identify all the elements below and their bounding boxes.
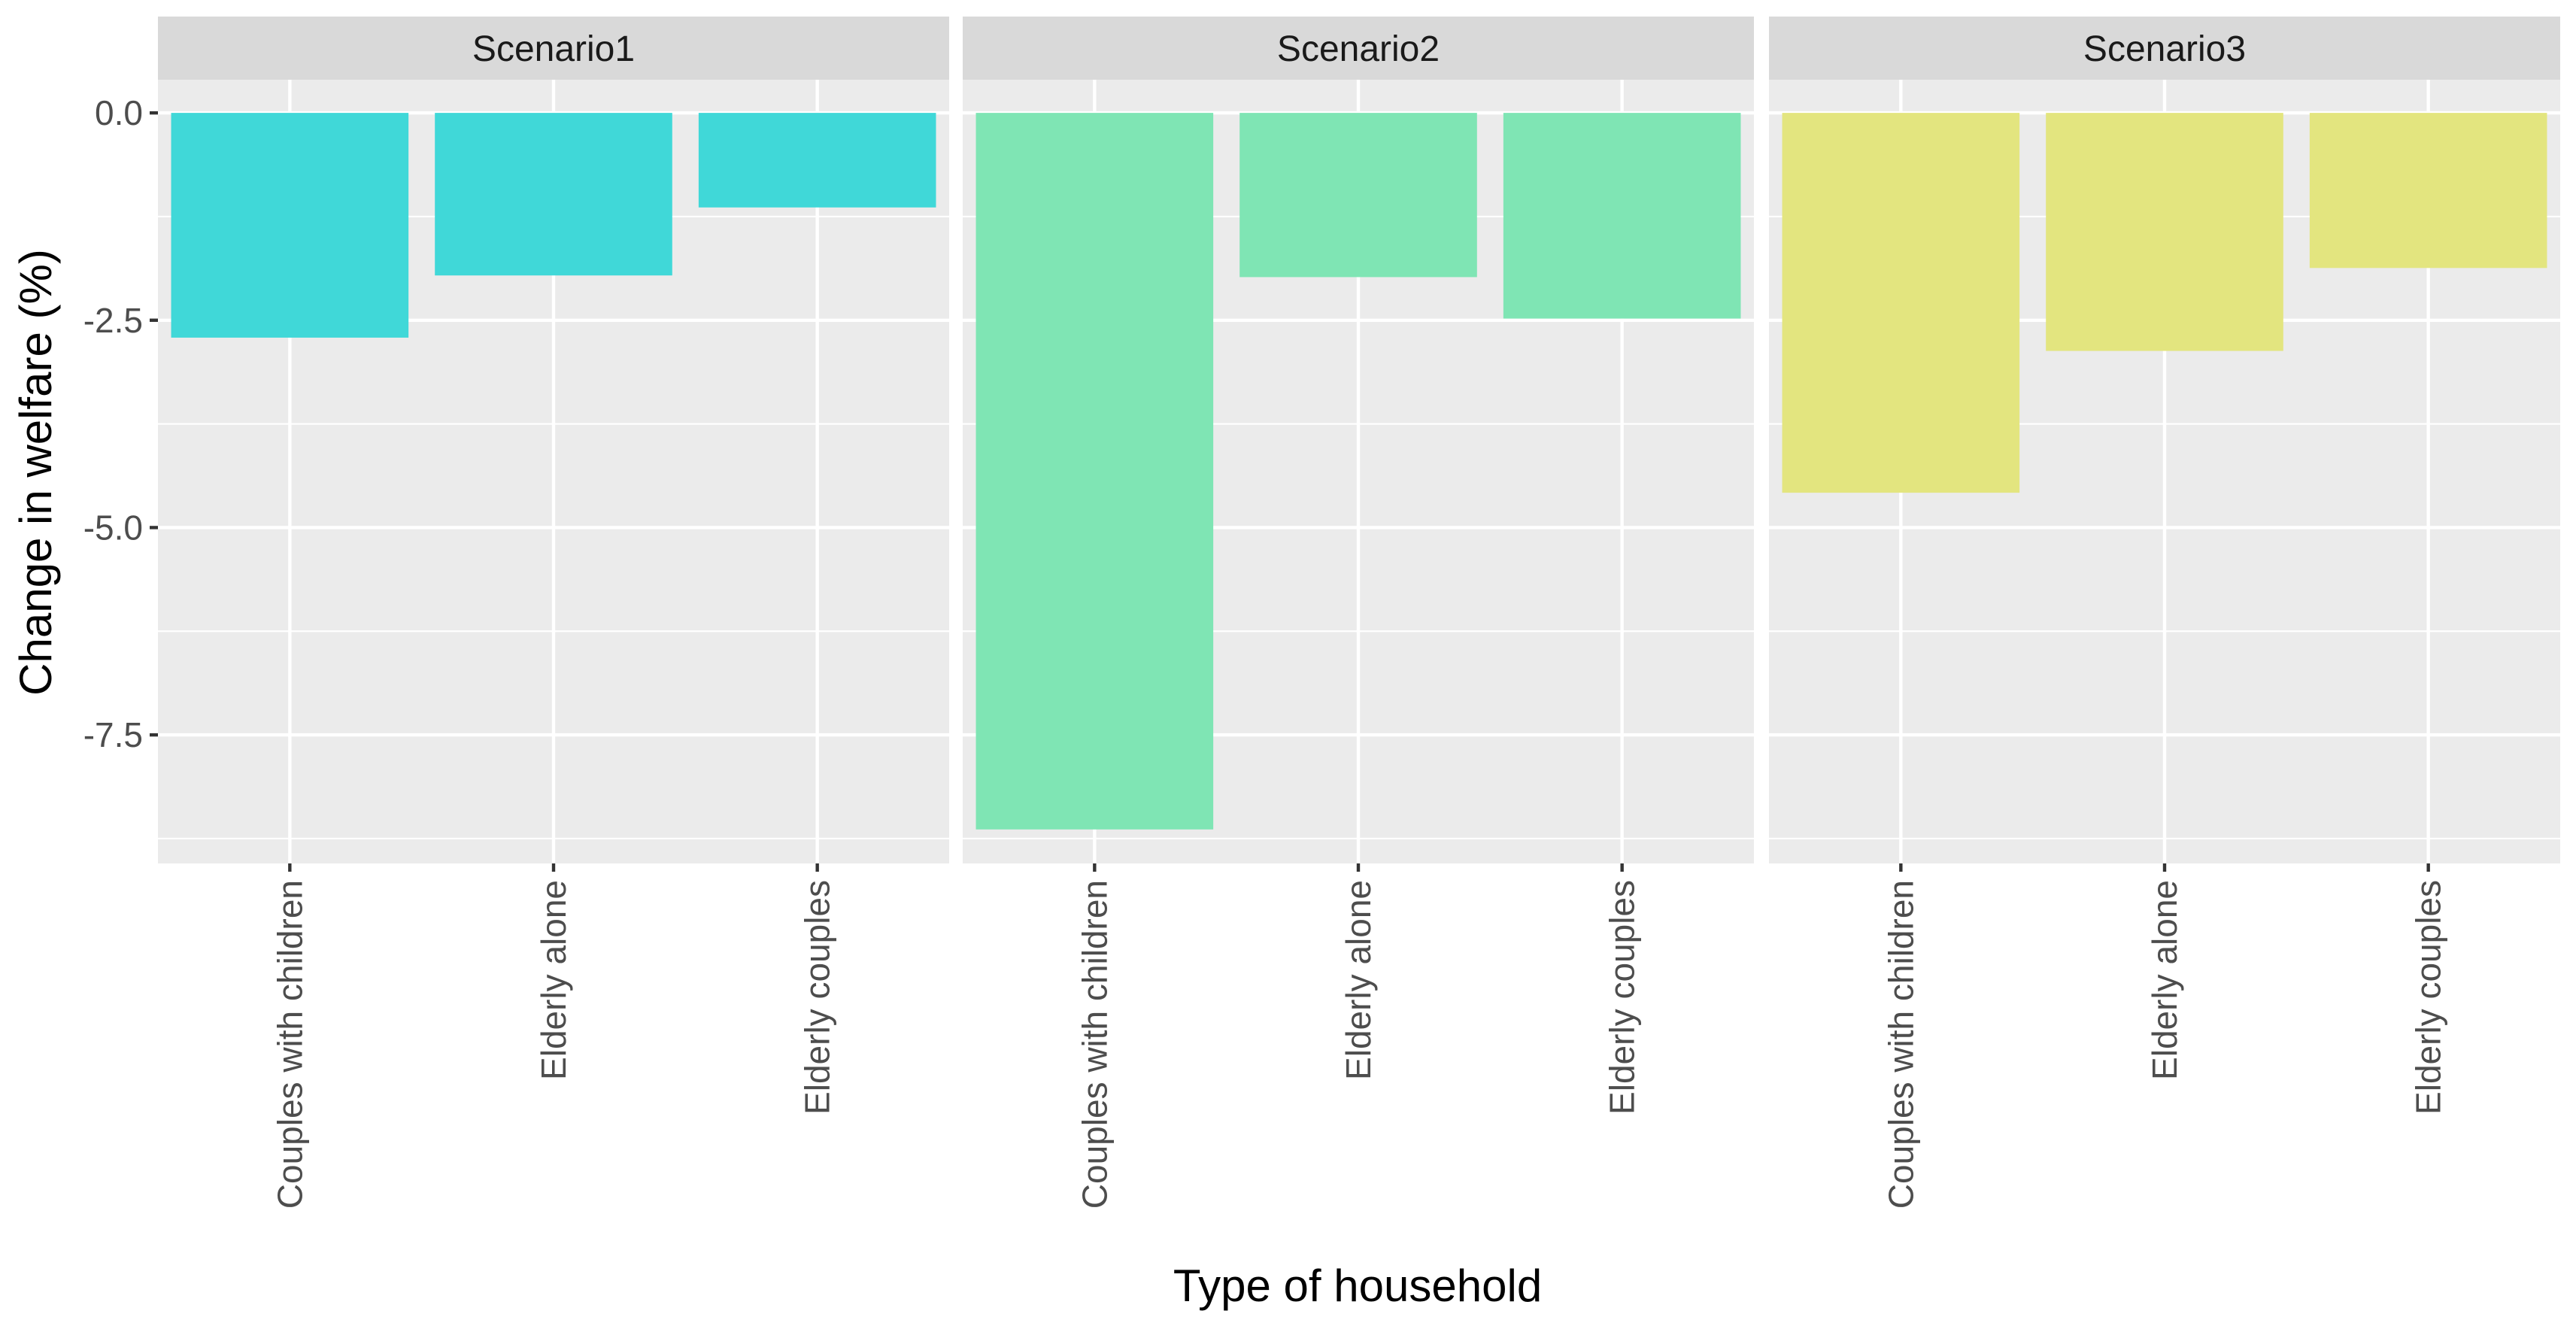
x-tick-label: Elderly alone: [1339, 880, 1378, 1080]
x-tick-label: Elderly couples: [798, 880, 837, 1115]
bar-scenario2-1: [975, 113, 1214, 830]
bar-scenario1-2: [435, 113, 672, 276]
facet-strip: [1769, 17, 2560, 80]
x-tick-label: Elderly couples: [1603, 880, 1642, 1115]
bar-scenario3-1: [1782, 113, 2020, 493]
bar-scenario3-2: [2046, 113, 2283, 351]
y-axis: 0.0 -2.5 -5.0 -7.5: [83, 93, 158, 754]
x-tick-label: Elderly couples: [2409, 880, 2448, 1115]
bar-scenario1-3: [698, 113, 936, 208]
panel-scenario1: Scenario1 Couples with children Elderly al…: [158, 17, 949, 1209]
y-tick-label: -5.0: [83, 508, 143, 547]
bar-scenario1-1: [171, 113, 409, 338]
facet-strip-label: Scenario3: [2083, 29, 2246, 69]
facet-strip: [158, 17, 949, 80]
bar-scenario3-3: [2309, 113, 2547, 269]
x-axis-title: Type of household: [1173, 1261, 1542, 1311]
x-tick-label: Elderly alone: [2145, 880, 2184, 1080]
y-tick-label: 0.0: [95, 93, 143, 132]
facet-strip: [963, 17, 1754, 80]
y-tick-label: -7.5: [83, 715, 143, 754]
x-tick-label: Couples with children: [1075, 880, 1114, 1209]
facet-strip-label: Scenario2: [1277, 29, 1440, 69]
y-tick-label: -2.5: [83, 301, 143, 340]
chart-panels: Scenario1 Couples with children Elderly al…: [158, 17, 2560, 1209]
panel-scenario3: Scenario3 Couples with children Elderly al…: [1769, 17, 2560, 1209]
x-tick-label: Elderly alone: [534, 880, 573, 1080]
facet-strip-label: Scenario1: [472, 29, 635, 69]
bar-scenario2-2: [1239, 113, 1477, 278]
x-tick-label: Couples with children: [1881, 880, 1920, 1209]
panel-scenario2: Scenario2 Couples with children Elderly al…: [963, 17, 1754, 1209]
y-axis-title: Change in welfare (%): [11, 249, 61, 696]
bar-scenario2-3: [1503, 113, 1741, 319]
x-tick-label: Couples with children: [270, 880, 309, 1209]
